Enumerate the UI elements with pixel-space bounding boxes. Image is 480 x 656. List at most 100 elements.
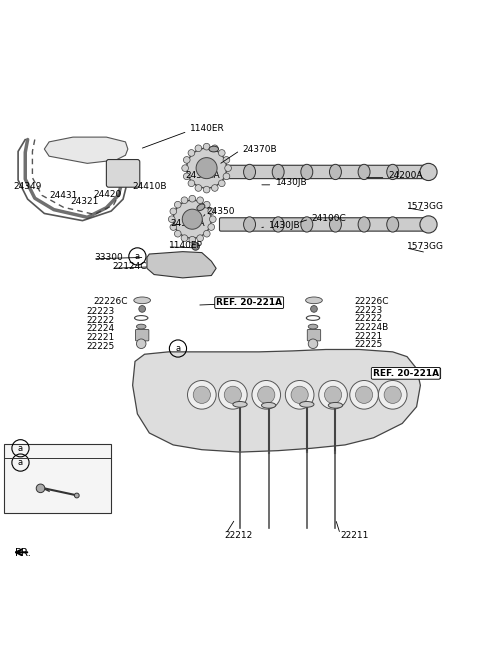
Circle shape	[170, 224, 177, 230]
Text: FR.: FR.	[15, 548, 31, 558]
Circle shape	[189, 236, 196, 243]
Text: 24361A: 24361A	[171, 220, 205, 228]
FancyBboxPatch shape	[219, 218, 428, 231]
Ellipse shape	[328, 402, 343, 408]
Circle shape	[183, 173, 190, 180]
Text: 24350: 24350	[206, 207, 235, 216]
Text: 24431: 24431	[49, 191, 77, 200]
Circle shape	[218, 180, 225, 187]
Circle shape	[182, 165, 189, 171]
Polygon shape	[147, 252, 216, 278]
Circle shape	[196, 157, 217, 178]
Text: 24349: 24349	[13, 182, 42, 191]
Text: 22224: 22224	[86, 325, 114, 333]
Text: 22222: 22222	[86, 316, 114, 325]
Circle shape	[209, 216, 216, 222]
Text: 22124C: 22124C	[113, 262, 147, 272]
Ellipse shape	[74, 493, 79, 498]
Text: REF. 20-221A: REF. 20-221A	[216, 298, 282, 307]
Ellipse shape	[233, 401, 247, 407]
Text: 22224B: 22224B	[355, 323, 389, 332]
FancyBboxPatch shape	[219, 165, 428, 178]
Ellipse shape	[329, 216, 341, 232]
Circle shape	[218, 380, 247, 409]
Text: 24355: 24355	[37, 501, 66, 510]
Circle shape	[208, 224, 215, 230]
Text: 24100C: 24100C	[312, 214, 347, 223]
Circle shape	[208, 208, 215, 215]
Text: 1573GG: 1573GG	[407, 202, 444, 211]
Circle shape	[319, 380, 348, 409]
Circle shape	[291, 386, 308, 403]
Circle shape	[252, 380, 281, 409]
Text: 22226C: 22226C	[94, 297, 128, 306]
Circle shape	[258, 386, 275, 403]
Polygon shape	[132, 350, 420, 452]
Text: a: a	[175, 344, 180, 353]
Circle shape	[384, 386, 401, 403]
Ellipse shape	[358, 216, 370, 232]
Circle shape	[181, 197, 188, 203]
Text: a: a	[18, 458, 23, 467]
Text: a: a	[135, 252, 140, 261]
Circle shape	[285, 380, 314, 409]
FancyBboxPatch shape	[4, 444, 111, 513]
Circle shape	[378, 380, 407, 409]
FancyBboxPatch shape	[135, 329, 149, 341]
Text: 1573GG: 1573GG	[407, 242, 444, 251]
Text: 24420: 24420	[94, 190, 122, 199]
Circle shape	[224, 386, 241, 403]
Circle shape	[193, 386, 210, 403]
Circle shape	[350, 380, 378, 409]
Text: 24200A: 24200A	[388, 171, 422, 180]
Circle shape	[203, 186, 210, 193]
Text: 22212: 22212	[225, 531, 253, 540]
Circle shape	[223, 173, 230, 180]
Ellipse shape	[36, 484, 45, 493]
Circle shape	[182, 209, 202, 229]
Text: 22221: 22221	[355, 332, 383, 340]
Circle shape	[136, 339, 146, 348]
Text: 24361A: 24361A	[185, 171, 220, 180]
Ellipse shape	[301, 216, 313, 232]
Circle shape	[212, 184, 218, 192]
Circle shape	[212, 145, 218, 152]
Text: 22223: 22223	[86, 307, 115, 316]
Text: 1140ER: 1140ER	[190, 124, 225, 133]
Circle shape	[195, 145, 202, 152]
Text: 22211: 22211	[340, 531, 369, 540]
Circle shape	[356, 386, 372, 403]
Circle shape	[187, 148, 227, 188]
Circle shape	[188, 380, 216, 409]
Circle shape	[420, 216, 437, 233]
Circle shape	[308, 339, 318, 348]
Text: 24410B: 24410B	[132, 182, 167, 191]
Circle shape	[188, 150, 195, 156]
Text: 22221: 22221	[86, 333, 115, 342]
Text: a: a	[18, 443, 23, 453]
Circle shape	[170, 208, 177, 215]
Text: 1140EP: 1140EP	[169, 241, 203, 251]
Ellipse shape	[243, 216, 255, 232]
Circle shape	[192, 243, 199, 250]
Text: 21516A: 21516A	[30, 481, 65, 490]
Circle shape	[174, 230, 181, 237]
Text: 24321: 24321	[71, 197, 99, 206]
Circle shape	[181, 235, 188, 241]
Circle shape	[195, 184, 202, 192]
Circle shape	[223, 157, 230, 163]
Circle shape	[204, 201, 210, 208]
Circle shape	[218, 150, 225, 156]
Polygon shape	[44, 137, 128, 163]
Circle shape	[183, 157, 190, 163]
Text: 22225: 22225	[355, 340, 383, 349]
Ellipse shape	[262, 402, 276, 408]
Circle shape	[189, 195, 196, 202]
Text: 1430JB: 1430JB	[269, 221, 300, 230]
Ellipse shape	[329, 164, 341, 180]
Circle shape	[225, 165, 231, 171]
Ellipse shape	[306, 297, 323, 304]
Circle shape	[139, 306, 145, 312]
Text: 22225: 22225	[86, 342, 115, 351]
Text: 1430JB: 1430JB	[276, 178, 307, 187]
